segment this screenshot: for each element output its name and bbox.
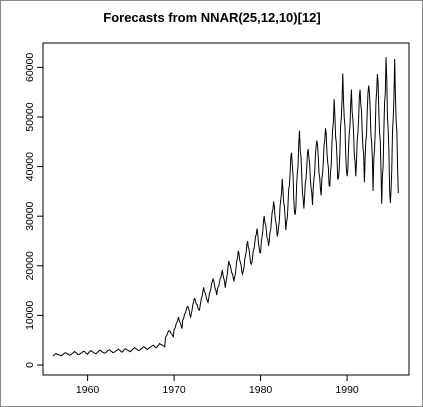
y-axis: 0 10000 20000 30000 40000 50000 60000 [24,53,43,368]
y-tick-label: 0 [24,362,36,368]
chart-title: Forecasts from NNAR(25,12,10)[12] [103,10,320,25]
y-tick-label: 50000 [24,102,36,131]
x-tick-label: 1990 [335,384,359,396]
y-tick-label: 20000 [24,251,36,280]
y-tick-label: 30000 [24,201,36,230]
series-line [52,57,399,357]
x-axis: 1960 1970 1980 1990 [76,375,359,396]
y-tick-label: 10000 [24,301,36,330]
x-tick-label: 1960 [76,384,100,396]
y-tick-label: 40000 [24,152,36,181]
x-tick-label: 1970 [162,384,186,396]
x-tick-label: 1980 [249,384,273,396]
plot-box [42,42,410,376]
y-tick-label: 60000 [24,53,36,82]
series-layer [52,57,399,357]
